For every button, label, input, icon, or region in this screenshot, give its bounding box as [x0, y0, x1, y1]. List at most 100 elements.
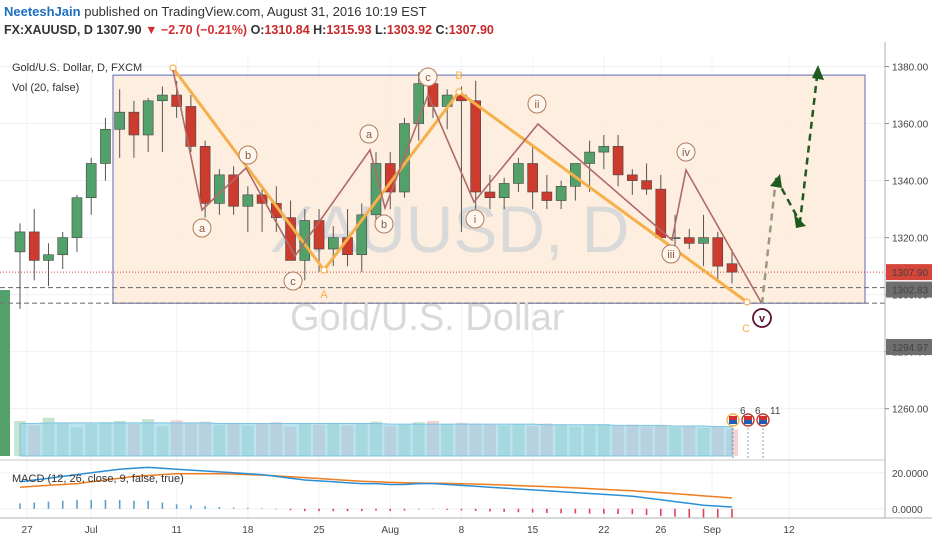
low-label: L:: [375, 23, 387, 37]
forecast-path-gray: [760, 177, 778, 305]
legend-main: Gold/U.S. Dollar, D, FXCM: [12, 62, 142, 74]
low-value: 1303.92: [386, 23, 433, 37]
candle-body: [185, 106, 197, 147]
price-label-text: 1302.83: [892, 286, 929, 297]
wave-label: a: [366, 129, 373, 141]
close-label: C:: [435, 23, 449, 37]
author-link[interactable]: NeeteshJain: [4, 4, 81, 19]
macd-signal-line: [19, 472, 733, 499]
legend-volume: Vol (20, false): [12, 82, 79, 94]
wave-pivot-point: [320, 266, 328, 274]
legend-macd: MACD (12, 26, close, 9, false, true): [12, 473, 184, 485]
candle-body: [43, 254, 54, 261]
symbol-label: FX:XAUUSD, D: [4, 23, 93, 37]
candle-body: [114, 111, 125, 130]
wave-pivot-point: [743, 298, 751, 306]
price-label-text: 1307.90: [892, 268, 929, 279]
forecast-arrow-head: [812, 65, 824, 80]
down-arrow-icon: ▼: [145, 23, 158, 37]
time-tick-label: 26: [655, 525, 667, 536]
candle-body: [57, 237, 69, 256]
price-tick-label: 1320.00: [892, 234, 929, 245]
price-tick-label: 1380.00: [892, 63, 929, 74]
event-flag-stripe: [759, 416, 767, 420]
abc-wave-line: [171, 67, 748, 304]
candle-body: [85, 163, 97, 199]
candle-body: [555, 185, 567, 201]
price-tick-label: 1360.00: [892, 120, 929, 131]
candle-body: [413, 83, 425, 124]
time-tick-label: Sep: [703, 525, 721, 536]
wave-label-circle: [238, 145, 258, 165]
candle-body: [299, 220, 311, 261]
wave-label-circle: [283, 271, 303, 291]
volume-average-area: [19, 422, 733, 457]
wave-label: i: [474, 214, 476, 226]
watermark-name: Gold/U.S. Dollar: [290, 297, 565, 339]
time-tick-label: Jul: [85, 525, 98, 536]
candle-body: [370, 163, 382, 216]
wave-label: ii: [535, 99, 540, 111]
volume-pane: [0, 290, 738, 457]
wave-label-circle: [418, 67, 438, 87]
candle-body: [100, 128, 111, 164]
wave-label: A: [320, 289, 328, 301]
sub-wave-line: [172, 69, 763, 305]
candle-body: [256, 194, 268, 204]
wave-label: b: [245, 150, 251, 162]
wave-label-circle: [359, 124, 379, 144]
candle-body: [726, 263, 738, 273]
publish-line: NeeteshJain published on TradingView.com…: [4, 4, 427, 20]
event-flag-stripe: [744, 420, 752, 424]
candle-body: [157, 94, 168, 102]
open-label: O:: [250, 23, 265, 37]
high-value: 1315.93: [326, 23, 372, 37]
candle-body: [627, 174, 638, 181]
candle-body: [484, 191, 496, 199]
candle-body: [470, 100, 481, 193]
candle-body: [28, 231, 40, 261]
macd-tick-label: 20.0000: [892, 469, 929, 480]
price-label-box: [886, 264, 932, 281]
high-label: H:: [313, 23, 327, 37]
candle-body: [641, 180, 652, 190]
macd-pane: [0, 459, 932, 519]
wave-label: c: [290, 276, 296, 288]
ohlc-line: FX:XAUUSD, D 1307.90 ▼ −2.70 (−0.21%) O:…: [4, 22, 494, 38]
close-value: 1307.90: [448, 23, 494, 37]
time-tick-label: 25: [313, 525, 325, 536]
event-flag-stripe: [744, 416, 752, 420]
candle-body: [242, 194, 254, 207]
candle-body: [698, 237, 709, 244]
wave-label-circle: [192, 218, 212, 238]
time-tick-label: 15: [527, 525, 539, 536]
wave-label: iii: [667, 249, 674, 261]
candle-body: [199, 146, 211, 204]
wave-label: iv: [682, 147, 690, 159]
last-price: 1307.90: [96, 23, 142, 37]
candle-body: [128, 111, 140, 136]
candle-body: [356, 214, 368, 256]
wave-label-circle: [676, 142, 696, 162]
event-flag-count: 11: [770, 406, 781, 417]
wave-label-circle: [374, 214, 394, 234]
event-flag-count: 6: [755, 406, 761, 417]
wave-label-circle: [527, 94, 547, 114]
time-tick-label: 12: [783, 525, 795, 536]
wave-label-circle: [752, 308, 772, 328]
wave-pivot-point: [455, 88, 463, 96]
macd-tick-label: 0.0000: [892, 505, 923, 516]
time-tick-label: Aug: [381, 525, 399, 536]
wave-label: a: [199, 223, 206, 235]
candle-body: [513, 163, 524, 184]
candle-body: [498, 183, 510, 199]
candle-body: [683, 237, 695, 244]
wave-label-circle: [465, 209, 485, 229]
candle-body: [712, 237, 724, 267]
event-flag-stripe: [729, 416, 737, 420]
time-tick-label: 11: [171, 525, 182, 536]
event-flag-count: 6: [740, 406, 746, 417]
wave-label-circle: [661, 244, 681, 264]
